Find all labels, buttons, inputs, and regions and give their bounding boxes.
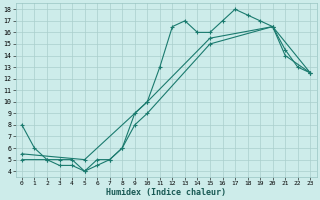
X-axis label: Humidex (Indice chaleur): Humidex (Indice chaleur): [106, 188, 226, 197]
